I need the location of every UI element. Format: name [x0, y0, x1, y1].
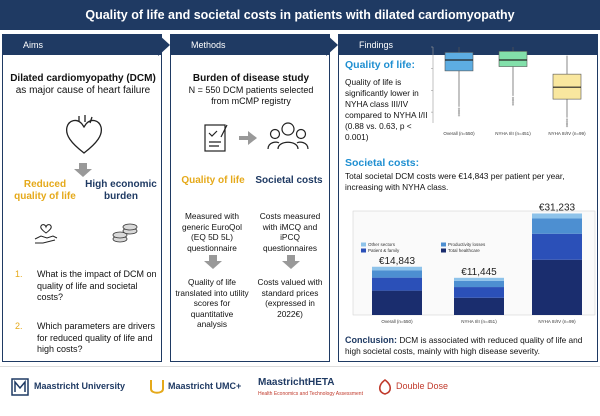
clipboard-icon [204, 124, 228, 152]
box-outlier [457, 112, 461, 115]
qol-section-title: Quality of life: [345, 59, 416, 71]
costs-finding-text: Total societal DCM costs were €14,843 pe… [345, 171, 565, 192]
aims-question-1: 1. What is the impact of DCM on quality … [15, 269, 160, 309]
legend-label: Other sectors [368, 242, 396, 247]
bar-category-label: NYHA I/II (n=451) [461, 319, 497, 324]
conclusion: Conclusion: DCM is associated with reduc… [345, 335, 595, 357]
bar-total-label: €31,233 [539, 202, 576, 213]
box-outlier [565, 122, 569, 126]
aims-heading-rest: as major cause of heart failure [15, 85, 151, 96]
box-category-label: NYHA III/IV (n=99) [548, 131, 586, 136]
question-number: 1. [15, 269, 23, 279]
maastricht-umc-logo: Maastricht UMC+ [168, 381, 242, 391]
study-title: Burden of disease study [192, 73, 310, 84]
box-outlier [511, 96, 515, 99]
box-outlier [565, 125, 569, 128]
conclusion-text: DCM is associated with reduced quality o… [345, 335, 583, 356]
heart-icon [65, 115, 103, 154]
bar-category-label: NYHA III/IV (n=99) [538, 319, 576, 324]
coins-icon [112, 223, 138, 243]
bar-total-label: €14,843 [379, 256, 416, 267]
hand-heart-icon [34, 224, 58, 244]
bar-segment-patient-family [532, 218, 582, 234]
legend-label: Total healthcare [448, 248, 480, 253]
question-number: 2. [15, 321, 23, 331]
bar-category-label: Overall (n=550) [381, 319, 413, 324]
bar-total-label: €11,445 [461, 267, 497, 278]
methods-costs-text2: Costs valued with standard prices (expre… [257, 277, 323, 319]
poster-title: Quality of life and societal costs in pa… [0, 0, 600, 30]
bar-segment-total-healthcare [454, 297, 504, 315]
methods-header: Methods [171, 35, 329, 55]
bar-segment-productivity-losses [454, 287, 504, 298]
box-category-label: Overall (n=550) [443, 131, 475, 136]
legend-swatch [361, 242, 366, 247]
findings-header: Findings [339, 35, 597, 55]
aims-heading: Dilated cardiomyopathy (DCM) as major ca… [9, 73, 157, 97]
box-outlier [511, 101, 515, 104]
bar-segment-other-sectors [454, 277, 504, 281]
box-outlier [565, 118, 569, 121]
people-icon [267, 122, 309, 150]
box-outlier [457, 109, 461, 112]
maastricht-university-logo-icon [11, 378, 29, 396]
box-outlier [565, 120, 569, 123]
double-dose-logo: Double Dose [396, 381, 449, 391]
bar-segment-total-healthcare [372, 290, 422, 315]
aims-question-2: 2. Which parameters are drivers for redu… [15, 321, 160, 361]
arrow-down-icon [74, 163, 92, 177]
study-subtitle: N = 550 DCM patients selected from mCMP … [188, 85, 314, 106]
bar-segment-patient-family [454, 280, 504, 288]
footer: Maastricht University Maastricht UMC+ Ma… [0, 366, 600, 416]
legend-label: Patient & family [368, 248, 400, 253]
box-category-label: NYHA I/II (n=451) [495, 131, 531, 136]
maastricht-heta-logo: MaastrichtHETA [258, 377, 335, 388]
legend-swatch [361, 248, 366, 253]
question-text: What is the impact of DCM on quality of … [37, 269, 157, 302]
bar-segment-productivity-losses [532, 233, 582, 260]
economic-burden-label: High economic burden [85, 179, 157, 202]
conclusion-label: Conclusion: [345, 335, 397, 345]
box-0 [444, 52, 474, 72]
aims-arrow-icon [158, 34, 170, 56]
aims-heading-bold: Dilated cardiomyopathy (DCM) [10, 73, 156, 84]
bar-segment-total-healthcare [532, 259, 582, 315]
aims-panel: Aims Dilated cardiomyopathy (DCM) as maj… [2, 34, 162, 362]
aims-header: Aims [3, 35, 161, 55]
box-outlier [457, 107, 461, 110]
qol-boxplot: Overall (n=550) NYHA I/II (n=451) NYHA III… [431, 46, 586, 136]
methods-qol-text: Measured with generic EuroQol (EQ 5D 5L)… [182, 211, 242, 253]
maastricht-umc-logo-icon [150, 380, 164, 394]
legend-label: Productivity losses [448, 242, 486, 247]
heta-subtitle: Health Economics and Technology Assessme… [258, 391, 363, 397]
box-outlier [457, 114, 461, 117]
costs-section-title: Societal costs: [345, 157, 420, 169]
arrow-right-icon [239, 131, 257, 145]
arrow-down-icon [282, 255, 300, 269]
box-outlier [511, 99, 515, 102]
maastricht-university-logo: Maastricht University [34, 381, 126, 391]
methods-arrow-icon [326, 34, 338, 56]
bar-segment-other-sectors [372, 266, 422, 271]
methods-costs-text: Costs measured with iMCQ and iPCQ questi… [259, 211, 321, 253]
bar-segment-productivity-losses [372, 277, 422, 291]
double-dose-logo-icon [378, 379, 392, 395]
costs-bar-chart: €14,843 Overall (n=550) €11,445 NYHA I/II (… [352, 202, 596, 324]
methods-qol-text2: Quality of life translated into utility … [175, 277, 249, 329]
methods-panel: Methods Burden of disease study N = 550 … [170, 34, 330, 362]
arrow-down-icon [204, 255, 222, 269]
box-outlier [511, 103, 515, 106]
box-1 [498, 51, 528, 67]
reduced-qol-label: Reduced quality of life [14, 179, 76, 202]
question-text: Which parameters are drivers for reduced… [37, 321, 156, 354]
legend-swatch [441, 242, 446, 247]
bar-segment-patient-family [372, 270, 422, 278]
methods-qol-label: Quality of life [181, 175, 245, 186]
qol-finding-text: Quality of life is significantly lower i… [345, 77, 428, 142]
findings-panel: Findings Quality of life: Quality of lif… [338, 34, 598, 362]
bar-segment-other-sectors [532, 213, 582, 219]
legend-swatch [441, 248, 446, 253]
methods-costs-label: Societal costs [255, 175, 323, 186]
